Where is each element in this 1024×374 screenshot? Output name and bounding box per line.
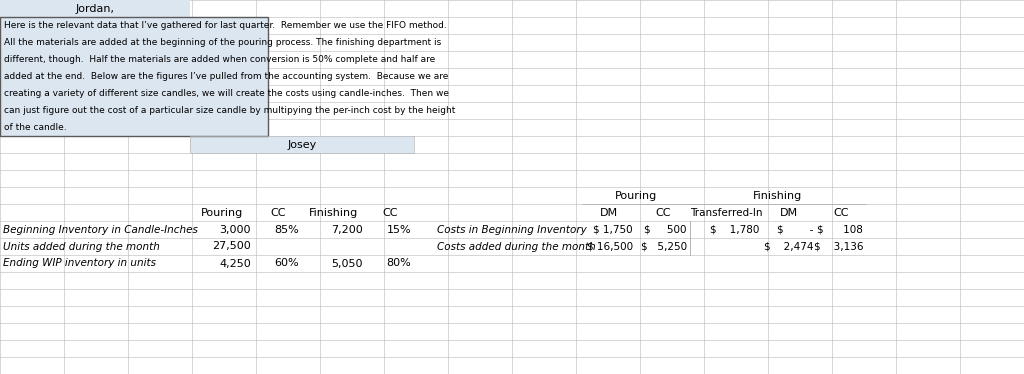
Text: Finishing: Finishing xyxy=(309,208,358,218)
Bar xyxy=(0,17,268,136)
Text: can just figure out the cost of a particular size candle by multipying the per-i: can just figure out the cost of a partic… xyxy=(4,106,456,115)
Text: $     500: $ 500 xyxy=(644,224,687,234)
Text: All the materials are added at the beginning of the pouring process. The finishi: All the materials are added at the begin… xyxy=(4,38,441,47)
Text: CC: CC xyxy=(834,208,849,218)
Text: Pouring: Pouring xyxy=(201,208,243,218)
Text: 3,000: 3,000 xyxy=(219,224,251,234)
Text: Here is the relevant data that I’ve gathered for last quarter.  Remember we use : Here is the relevant data that I’ve gath… xyxy=(4,21,446,30)
Text: 5,050: 5,050 xyxy=(332,258,362,269)
Text: DM: DM xyxy=(600,208,618,218)
Text: different, though.  Half the materials are added when conversion is 50% complete: different, though. Half the materials ar… xyxy=(4,55,435,64)
Text: $      108: $ 108 xyxy=(817,224,863,234)
Text: Costs in Beginning Inventory: Costs in Beginning Inventory xyxy=(437,224,587,234)
Bar xyxy=(0,0,190,17)
Bar xyxy=(190,136,414,153)
Text: DM: DM xyxy=(780,208,798,218)
Text: Finishing: Finishing xyxy=(754,190,803,200)
Text: Josey: Josey xyxy=(288,140,316,150)
Bar xyxy=(190,136,414,153)
Text: $    2,474: $ 2,474 xyxy=(764,242,813,251)
Text: $    3,136: $ 3,136 xyxy=(813,242,863,251)
Text: Ending WIP inventory in units: Ending WIP inventory in units xyxy=(3,258,156,269)
Text: 60%: 60% xyxy=(274,258,299,269)
Text: Transferred-In: Transferred-In xyxy=(690,208,762,218)
Text: 4,250: 4,250 xyxy=(219,258,251,269)
Text: 27,500: 27,500 xyxy=(212,242,251,251)
Text: CC: CC xyxy=(655,208,671,218)
Text: $ 16,500: $ 16,500 xyxy=(587,242,633,251)
Text: added at the end.  Below are the figures I’ve pulled from the accounting system.: added at the end. Below are the figures … xyxy=(4,72,449,81)
Text: Beginning Inventory in Candle-Inches: Beginning Inventory in Candle-Inches xyxy=(3,224,198,234)
Text: 15%: 15% xyxy=(386,224,411,234)
Text: $ 1,750: $ 1,750 xyxy=(593,224,633,234)
Text: Costs added during the month: Costs added during the month xyxy=(437,242,596,251)
Text: 7,200: 7,200 xyxy=(331,224,362,234)
Text: $    1,780: $ 1,780 xyxy=(710,224,759,234)
Text: $        -: $ - xyxy=(776,224,813,234)
Text: CC: CC xyxy=(270,208,286,218)
Bar xyxy=(0,17,268,136)
Text: CC: CC xyxy=(382,208,397,218)
Text: Units added during the month: Units added during the month xyxy=(3,242,160,251)
Text: of the candle.: of the candle. xyxy=(4,123,67,132)
Text: creating a variety of different size candles, we will create the costs using can: creating a variety of different size can… xyxy=(4,89,449,98)
Text: 80%: 80% xyxy=(386,258,411,269)
Text: Pouring: Pouring xyxy=(614,190,657,200)
Text: $   5,250: $ 5,250 xyxy=(641,242,687,251)
Text: Jordan,: Jordan, xyxy=(76,3,115,13)
Text: 85%: 85% xyxy=(274,224,299,234)
